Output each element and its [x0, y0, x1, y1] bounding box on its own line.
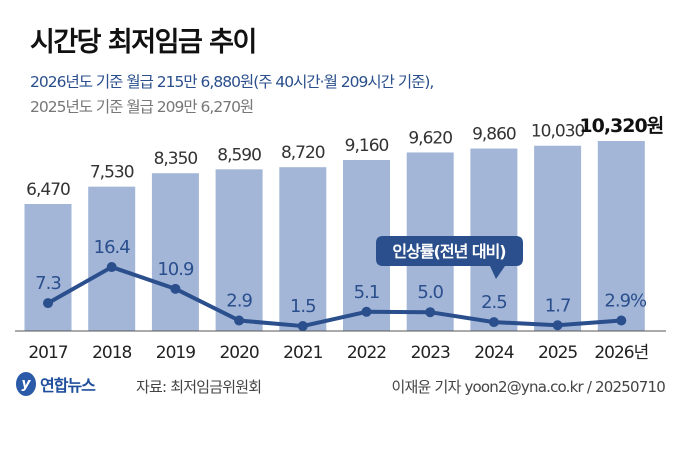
- subtitle-2025: 2025년도 기준 월급 209만 6,270원: [30, 98, 254, 116]
- bar-label-2017: 6,470: [26, 180, 70, 200]
- bar-label-2021: 8,720: [281, 143, 325, 163]
- bar-label-2020: 8,590: [217, 145, 261, 165]
- bar-label-2019: 8,350: [154, 149, 198, 169]
- bar-2025: [534, 145, 582, 331]
- callout-label: 인상률(전년 대비): [392, 242, 505, 261]
- x-tick-2019: 2019: [156, 343, 195, 363]
- bar-2026년: [597, 141, 645, 331]
- credit: 이재윤 기자 yoon2@yna.co.kr / 20250710: [391, 378, 666, 396]
- bar-2017: [24, 204, 72, 331]
- rate-label-2018: 16.4: [94, 237, 131, 258]
- bar-label-2018: 7,530: [90, 163, 134, 183]
- x-tick-2017: 2017: [28, 343, 67, 363]
- x-tick-2025: 2025: [538, 343, 577, 363]
- bar-2018: [88, 186, 136, 331]
- x-tick-2022: 2022: [347, 343, 386, 363]
- rate-label-2025: 1.7: [545, 295, 571, 316]
- rate-point-2025: [552, 320, 563, 331]
- x-tick-2026년: 2026년: [594, 343, 648, 363]
- chart-title: 시간당 최저임금 추이: [30, 27, 257, 58]
- source: 자료: 최저임금위원회: [136, 378, 262, 396]
- rate-point-2024: [488, 317, 499, 328]
- rate-line: [47, 265, 622, 329]
- logo-text: 연합뉴스: [40, 376, 96, 395]
- bar-2021: [279, 167, 327, 331]
- x-tick-2023: 2023: [411, 343, 450, 363]
- bar-label-2022: 9,160: [345, 136, 389, 156]
- x-tick-2018: 2018: [92, 343, 131, 363]
- subtitle-2026: 2026년도 기준 월급 215만 6,880원(주 40시간·월 209시간 …: [30, 73, 434, 91]
- rate-point-2026년: [616, 315, 627, 326]
- rate-label-2026년: 2.9%: [604, 291, 647, 312]
- rate-label-2021: 1.5: [290, 296, 316, 317]
- rate-point-2023: [425, 307, 436, 318]
- bar-label-2024: 9,860: [472, 125, 516, 145]
- rate-label-2017: 7.3: [35, 273, 61, 294]
- rate-point-2020: [234, 315, 245, 326]
- rate-point-2017: [43, 298, 53, 309]
- rate-label-2020: 2.9: [226, 291, 252, 312]
- rate-label-2022: 5.1: [354, 282, 380, 303]
- bar-2019: [151, 173, 199, 331]
- x-tick-2024: 2024: [474, 343, 513, 363]
- bar-2020: [215, 169, 263, 331]
- rate-label-2024: 2.5: [481, 292, 507, 313]
- bar-label-2023: 9,620: [408, 128, 452, 148]
- yonhap-logo-icon: y: [16, 372, 36, 396]
- rate-point-2018: [106, 262, 117, 273]
- rate-point-2021: [297, 321, 308, 332]
- bar-label-2026년: 10,320원: [579, 115, 663, 137]
- rate-point-2019: [170, 283, 181, 294]
- rate-point-2022: [361, 306, 372, 317]
- x-tick-2020: 2020: [219, 343, 258, 363]
- rate-label-2023: 5.0: [417, 282, 443, 303]
- logo: y 연합뉴스: [16, 372, 96, 396]
- callout-bubble: [376, 236, 523, 279]
- rate-label-2019: 10.9: [157, 259, 194, 280]
- x-tick-2021: 2021: [283, 343, 322, 363]
- bar-label-2025: 10,030: [531, 122, 585, 142]
